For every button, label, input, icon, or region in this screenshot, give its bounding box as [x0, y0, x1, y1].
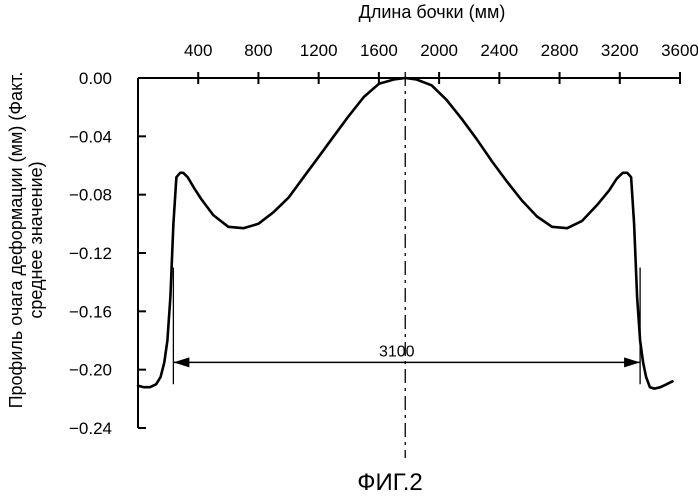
x-tick-label: 800 — [244, 41, 272, 60]
x-tick-label: 2800 — [541, 41, 579, 60]
x-tick-label: 2400 — [480, 41, 518, 60]
x-tick-label: 3200 — [601, 41, 639, 60]
x-axis-label: Длина бочки (мм) — [359, 2, 506, 22]
dimension-label: 3100 — [379, 343, 415, 360]
figure-caption: ФИГ.2 — [357, 469, 423, 496]
y-tick-label: −0.16 — [69, 302, 112, 321]
chart-figure: 400 800 1200 1600 2000 2400 2800 3200 3600 0.00 −0… — [0, 0, 698, 500]
y-tick-label: −0.20 — [69, 361, 112, 380]
x-tick-label: 400 — [184, 41, 212, 60]
y-axis-label-line2: среднее значение) — [26, 40, 46, 440]
y-tick-label: −0.12 — [69, 244, 112, 263]
y-tick-label: −0.04 — [69, 127, 112, 146]
chart-axes — [138, 78, 680, 428]
dimension-arrow-left — [173, 357, 189, 367]
y-tick-label: −0.24 — [69, 419, 112, 438]
x-tick-label: 2000 — [420, 41, 458, 60]
y-tick-label: −0.08 — [69, 186, 112, 205]
x-tick-label: 1600 — [360, 41, 398, 60]
y-axis-label-line1: Профиль очага деформации (мм) (Факт. — [6, 40, 26, 440]
x-tick-label: 1200 — [300, 41, 338, 60]
y-tick-label: 0.00 — [79, 69, 112, 88]
x-tick-label: 3600 — [661, 41, 698, 60]
chart-plot-area: 3100 — [138, 72, 673, 458]
chart-ticks: 400 800 1200 1600 2000 2400 2800 3200 3600 0.00 −0… — [69, 41, 698, 438]
dimension-arrow-right — [624, 357, 640, 367]
